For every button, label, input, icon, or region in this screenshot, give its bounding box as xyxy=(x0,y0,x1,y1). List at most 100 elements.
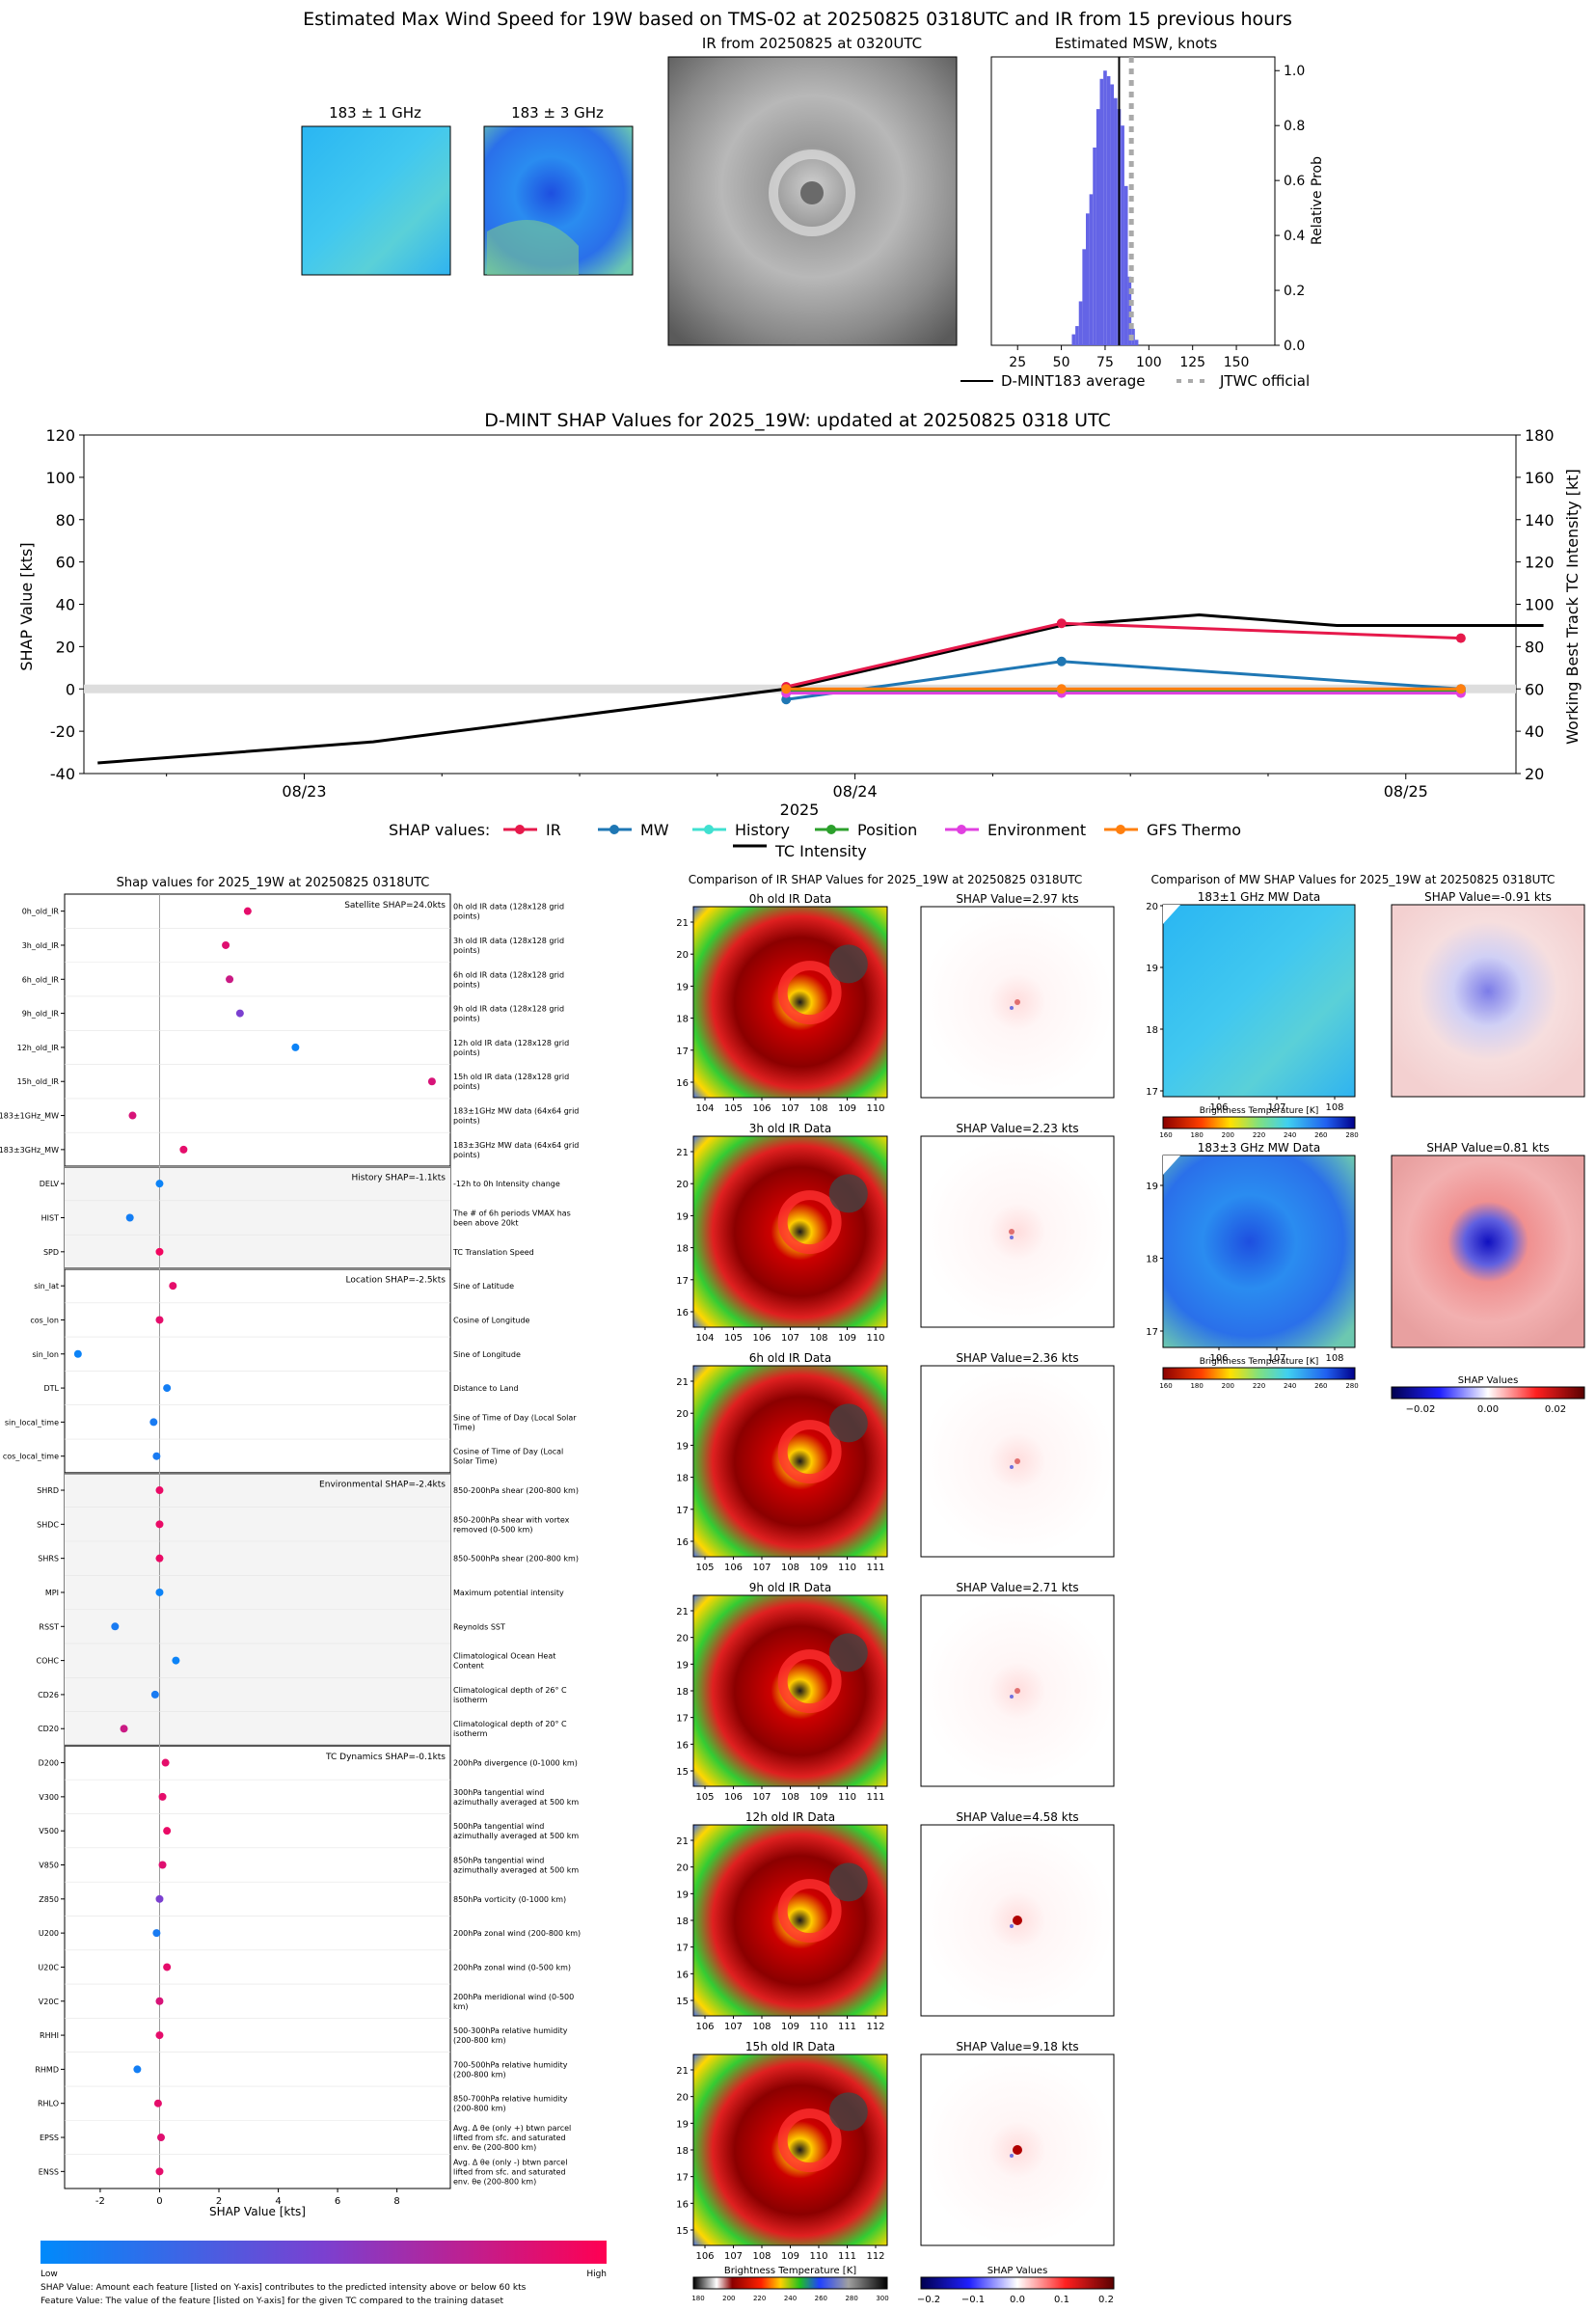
ir-image xyxy=(692,1594,888,1787)
ir-lon-label: 107 xyxy=(724,2022,743,2032)
feature-name: 6h_old_IR xyxy=(22,975,60,984)
feature-point xyxy=(73,1349,82,1358)
ir-lon-label: 106 xyxy=(752,1333,771,1344)
ir-image xyxy=(692,1824,888,2017)
ir-lon-label: 106 xyxy=(695,2251,714,2262)
feature-point xyxy=(155,1997,164,2005)
feature-desc: Content xyxy=(453,1662,484,1671)
ir-shap-title: SHAP Value=2.36 kts xyxy=(956,1351,1078,1365)
mw-panel-title: 183±1 GHz MW Data xyxy=(1198,890,1321,904)
hist-ylabel: Relative Prob xyxy=(1310,156,1325,245)
feature-name: Z850 xyxy=(39,1895,59,1904)
cb-low: Low xyxy=(41,2270,58,2279)
ir-lon-label: 107 xyxy=(724,2251,743,2262)
ts-ytick-left-label: 40 xyxy=(56,596,75,614)
ir-shap-title: SHAP Value=2.71 kts xyxy=(956,1581,1078,1594)
ir-shap-center xyxy=(1009,1229,1014,1235)
ir-image xyxy=(692,1365,888,1558)
feature-point xyxy=(226,975,234,984)
legend-davg: D-MINT183 average xyxy=(1001,372,1146,390)
feature-desc: azimuthally averaged at 500 km xyxy=(453,1866,579,1875)
feature-desc: 850hPa tangential wind xyxy=(453,1857,544,1865)
ir-lon-label: 109 xyxy=(838,1103,856,1114)
ir-shap-colorbar xyxy=(920,2276,1115,2290)
ir-compare-title: Comparison of IR SHAP Values for 2025_19… xyxy=(689,873,1083,886)
feature-desc: lifted from sfc. and saturated xyxy=(453,2134,566,2142)
ir-lat-label: 19 xyxy=(676,1441,689,1452)
mw-cb-tick: 200 xyxy=(1222,1382,1234,1390)
feature-desc: isotherm xyxy=(453,1729,488,1738)
ir-shap-neg xyxy=(1010,1006,1014,1010)
mw-image xyxy=(1162,904,1356,1098)
ts-ylabel-right: Working Best Track TC Intensity [kt] xyxy=(1563,469,1582,745)
ir-lon-label: 110 xyxy=(838,1792,856,1803)
ir-eyewall xyxy=(777,1649,842,1714)
ts-legend-label-MW: MW xyxy=(640,821,669,839)
left-xtick-label: 0 xyxy=(156,2196,162,2207)
ir-lat-label: 15 xyxy=(676,1997,689,2007)
ir-eyewall xyxy=(777,1420,842,1484)
ts-legend-intensity: TC Intensity xyxy=(774,842,867,860)
feature-name: 3h_old_IR xyxy=(22,941,60,950)
ts-ytick-right-label: 40 xyxy=(1525,722,1544,741)
mw-swath-edge xyxy=(1163,1156,1180,1175)
ir-cold-cloud xyxy=(828,944,868,984)
mw-colorbar xyxy=(1162,1367,1356,1380)
left-xtick-label: -2 xyxy=(95,2196,105,2207)
feature-desc: Sine of Longitude xyxy=(453,1350,521,1359)
feature-desc: 850-200hPa shear with vortex xyxy=(453,1515,570,1524)
mw-cb-tick: 180 xyxy=(1190,1382,1203,1390)
feature-name: SHDC xyxy=(37,1520,59,1529)
feature-name: U200 xyxy=(39,1929,59,1938)
ir-shap-cb-tick: 0.1 xyxy=(1054,2295,1069,2305)
ir-lon-label: 107 xyxy=(752,1563,771,1573)
feature-desc: azimuthally averaged at 500 km xyxy=(453,1798,579,1807)
ir-cold-cloud xyxy=(828,2092,868,2132)
left-xtick-label: 2 xyxy=(216,2196,222,2207)
mw-cb-tick: 160 xyxy=(1159,1382,1172,1390)
msw-histogram: 25 50 75 100 125 150 0.0 0.2 0.4 0.6 0.8 1.0 xyxy=(990,56,1305,370)
ir-lon-label: 110 xyxy=(809,2251,827,2262)
feature-desc: lifted from sfc. and saturated xyxy=(453,2167,566,2176)
mw-image xyxy=(1162,1155,1356,1348)
ir-lat-label: 17 xyxy=(676,1506,689,1516)
ts-ytick-right-label: 180 xyxy=(1525,426,1555,445)
feature-desc: azimuthally averaged at 500 km xyxy=(453,1832,579,1840)
ir-cb-tick: 200 xyxy=(722,2295,735,2302)
series-point-IR xyxy=(1455,633,1466,643)
group-label: History SHAP=-1.1kts xyxy=(352,1174,446,1183)
mw-cb-tick: 200 xyxy=(1222,1131,1234,1139)
hist-ytick-label: 1.0 xyxy=(1284,64,1305,79)
ir-lat-label: 18 xyxy=(676,2146,689,2157)
feature-point xyxy=(155,1894,164,1903)
ir-lat-label: 21 xyxy=(676,1377,689,1388)
feature-desc: env. θe (200-800 km) xyxy=(453,2143,536,2152)
ir-lat-label: 15 xyxy=(676,2226,689,2237)
ir-panel-title: 15h old IR Data xyxy=(745,2040,835,2053)
mw-panel-title: 183±3 GHz MW Data xyxy=(1198,1141,1321,1155)
ir-lat-label: 20 xyxy=(676,1409,689,1420)
mw-cb-tick: 260 xyxy=(1314,1382,1327,1390)
mw-shap-map xyxy=(1391,1155,1585,1348)
ir-cb-tick: 220 xyxy=(753,2295,766,2302)
ts-ytick-left-label: 60 xyxy=(56,554,75,572)
ir-shap-center xyxy=(1014,1458,1020,1464)
ir-lat-label: 20 xyxy=(676,1180,689,1190)
ir-lon-label: 105 xyxy=(724,1103,743,1114)
ir-lon-label: 106 xyxy=(724,1792,743,1803)
ir-shap-neg xyxy=(1010,1465,1014,1469)
ir-lat-label: 19 xyxy=(676,2119,689,2130)
feature-name: V20C xyxy=(39,1998,60,2006)
feature-desc: been above 20kt xyxy=(453,1219,519,1228)
feature-desc: points) xyxy=(453,1151,480,1159)
mw-cb-tick: 280 xyxy=(1345,1131,1358,1139)
hist-ytick-label: 0.6 xyxy=(1284,174,1305,189)
ir-lat-label: 20 xyxy=(676,1863,689,1874)
feature-desc: env. θe (200-800 km) xyxy=(453,2177,536,2186)
ts-legend-dot-Position xyxy=(826,825,836,834)
ir-lat-label: 19 xyxy=(676,1890,689,1900)
ir-shap-cb-tick: 0.0 xyxy=(1010,2295,1025,2305)
ts-ytick-right-label: 120 xyxy=(1525,554,1555,572)
feature-name: CD20 xyxy=(38,1725,59,1733)
feature-name: HIST xyxy=(41,1214,59,1223)
